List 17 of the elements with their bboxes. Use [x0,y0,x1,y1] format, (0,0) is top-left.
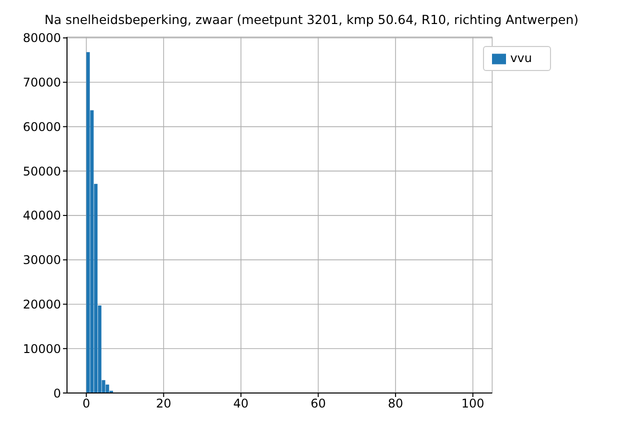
y-tick-label: 40000 [22,208,61,223]
y-tick-label: 50000 [22,164,61,178]
y-tick-label: 0 [53,386,61,400]
x-tick-label: 0 [82,396,90,411]
y-tick-label: 30000 [22,253,61,268]
y-tick-label: 20000 [22,297,61,312]
y-tick-label: 60000 [22,120,61,134]
y-tick-label: 80000 [22,31,61,46]
x-tick-label: 40 [233,396,249,411]
x-tick-label: 60 [310,396,326,411]
legend-label: vvu [510,51,532,65]
x-tick-label: 80 [388,396,404,411]
x-tick-label: 100 [461,396,484,411]
chart-title: Na snelheidsbeperking, zwaar (meetpunt 3201, kmp 50.64, R10, richting Antwerpen) [43,12,580,27]
y-tick-label: 10000 [22,342,61,356]
x-tick-label: 20 [156,396,172,411]
y-tick-label: 70000 [22,76,61,90]
